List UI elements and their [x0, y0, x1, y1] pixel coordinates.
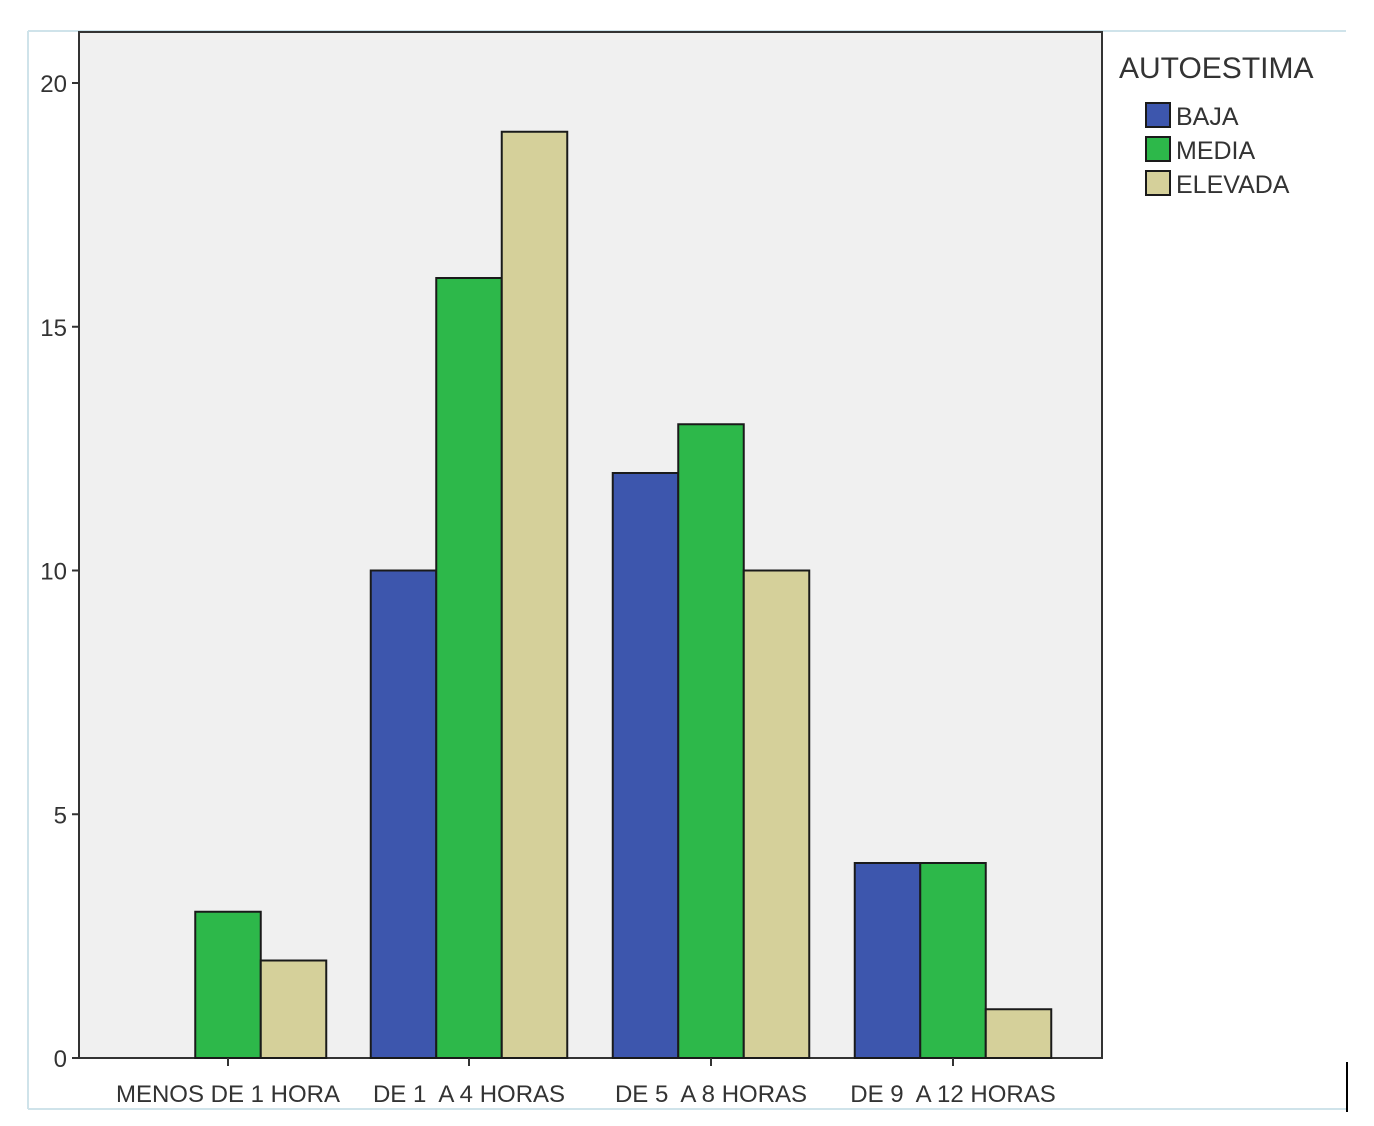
y-tick-label: 5 — [54, 802, 67, 829]
y-tick-label: 20 — [40, 71, 67, 98]
bar-elevada-2 — [742, 569, 811, 1059]
x-tick-label: DE 5 A 8 HORAS — [615, 1081, 807, 1108]
bar-elevada-3 — [984, 1008, 1053, 1059]
x-tick-label: DE 1 A 4 HORAS — [373, 1081, 565, 1108]
bars — [194, 130, 1053, 1059]
legend-title: AUTOESTIMA — [1119, 52, 1313, 85]
y-tick-label: 10 — [40, 559, 67, 586]
x-tick-label: DE 9 A 12 HORAS — [850, 1081, 1055, 1108]
y-tick-label: 15 — [40, 315, 67, 342]
x-axis: MENOS DE 1 HORA DE 1 A 4 HORAS DE 5 A 8 HO… — [116, 1058, 1056, 1108]
y-tick-label: 0 — [54, 1046, 67, 1073]
bar-media-0 — [194, 910, 262, 1059]
legend-swatch-media — [1145, 136, 1171, 162]
legend-swatch-elevada — [1145, 170, 1171, 196]
bar-media-3 — [919, 862, 987, 1059]
legend-label-media: MEDIA — [1176, 137, 1256, 165]
bar-elevada-0 — [259, 959, 328, 1059]
legend-label-elevada: ELEVADA — [1176, 171, 1290, 199]
y-axis: 0 5 10 15 20 — [40, 71, 79, 1073]
bar-media-1 — [435, 277, 503, 1059]
bar-baja-3 — [853, 862, 922, 1059]
bar-baja-1 — [369, 569, 438, 1059]
legend-swatch-baja — [1145, 102, 1171, 128]
bar-elevada-1 — [500, 130, 569, 1059]
bar-baja-2 — [611, 472, 680, 1059]
legend-label-baja: BAJA — [1176, 103, 1239, 131]
legend-items: BAJA MEDIA ELEVADA — [1145, 102, 1290, 199]
x-tick-label: MENOS DE 1 HORA — [116, 1081, 340, 1108]
bar-media-2 — [677, 423, 745, 1059]
legend: AUTOESTIMA BAJA MEDIA ELEVADA — [1119, 52, 1313, 199]
